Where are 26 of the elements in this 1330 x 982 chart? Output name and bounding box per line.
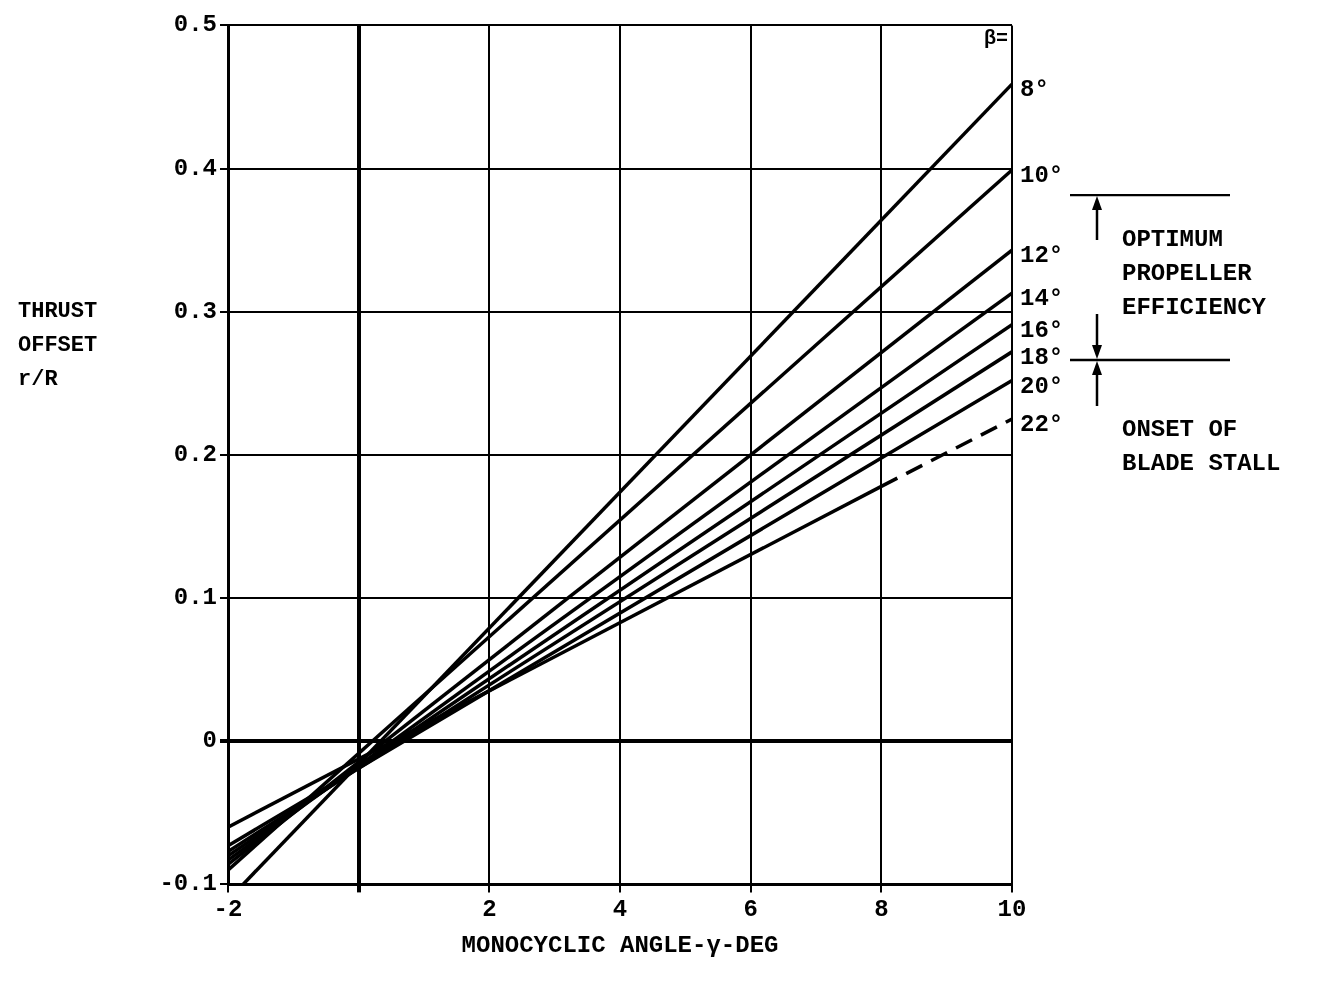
text: ONSET OF BLADE STALL [1122, 416, 1281, 478]
x-tick-label: 6 [743, 895, 758, 923]
x-tick-label: 2 [482, 895, 497, 923]
text: OPTIMUM PROPELLER EFFICIENCY [1122, 226, 1267, 322]
legend-label: 16° [1020, 316, 1064, 344]
series-label: 8° [1020, 76, 1049, 104]
x-axis-title: MONOCYCLIC ANGLE-γ-DEG [461, 931, 779, 959]
y-tick-label: 0 [202, 727, 217, 755]
y-tick-label: 0.1 [173, 584, 217, 612]
x-tick-label: 8 [874, 895, 889, 923]
series-label: 14° [1020, 285, 1064, 313]
series-label: 22° [1020, 411, 1064, 439]
y-tick-label: 0.4 [173, 154, 217, 182]
y-axis-title: THRUST OFFSET r/R [18, 299, 98, 393]
y-tick-label: 0.3 [173, 297, 217, 325]
y-tick-label: 0.2 [173, 440, 217, 468]
legend-label: 18° [1020, 343, 1064, 371]
x-tick-label: 4 [612, 895, 628, 923]
y-tick-label: 0.5 [173, 11, 217, 39]
y-tick-label: -0.1 [159, 870, 217, 898]
legend-label: 20° [1020, 372, 1064, 400]
series-label: 10° [1020, 162, 1064, 190]
x-tick-label: 10 [997, 895, 1027, 923]
legend-title: β= [983, 27, 1008, 51]
x-tick-label: -2 [213, 895, 243, 923]
series-label: 12° [1020, 242, 1064, 270]
